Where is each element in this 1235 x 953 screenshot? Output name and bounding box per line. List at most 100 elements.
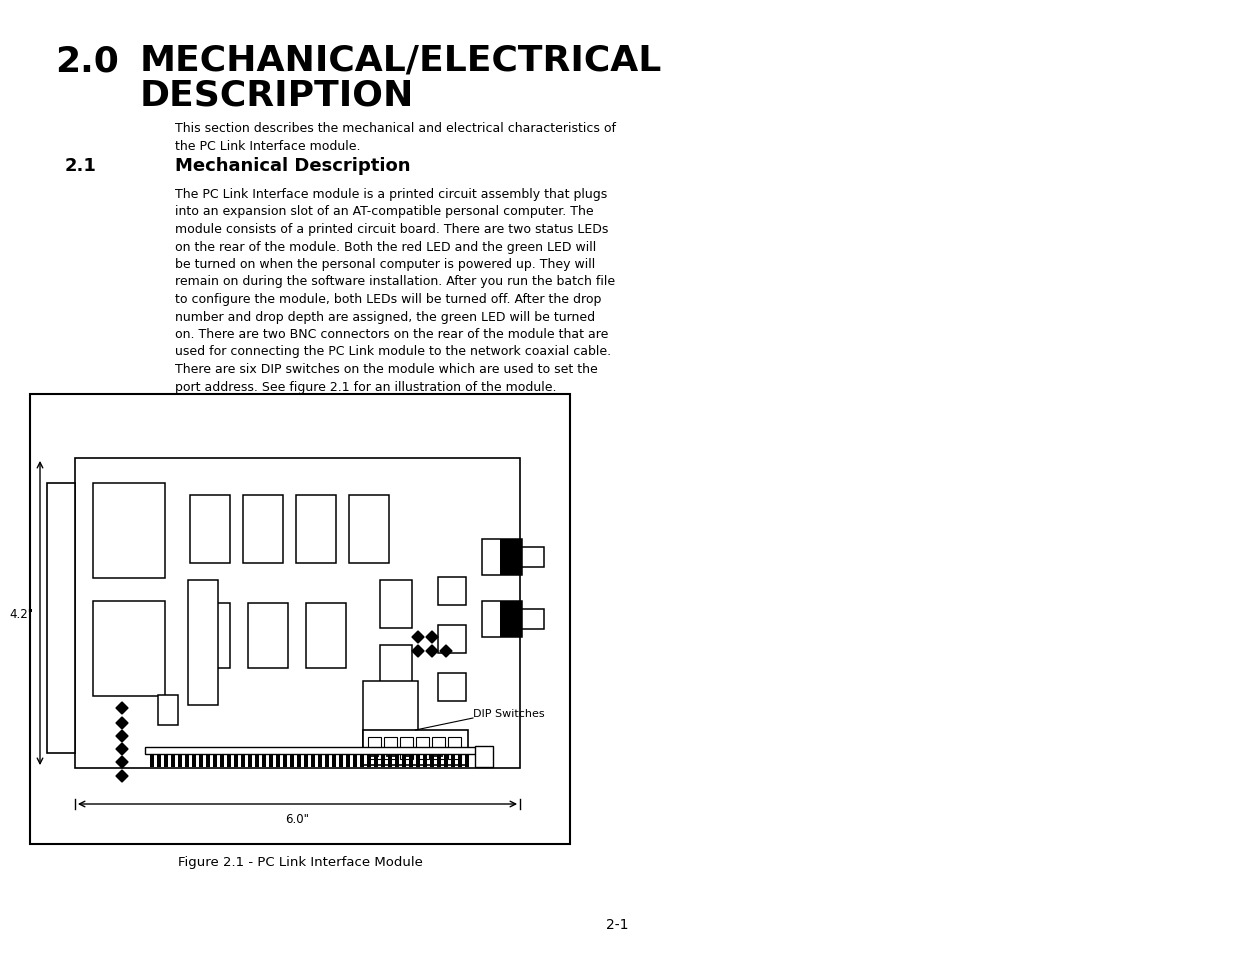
Polygon shape: [116, 757, 128, 768]
Bar: [437, 754, 441, 767]
Bar: [338, 754, 343, 767]
Bar: [416, 754, 420, 767]
Bar: [403, 754, 406, 767]
Bar: [241, 754, 245, 767]
Bar: [75, 458, 520, 768]
Polygon shape: [116, 770, 128, 782]
Bar: [403, 748, 411, 758]
Bar: [387, 748, 395, 758]
Bar: [400, 738, 412, 760]
Bar: [199, 754, 203, 767]
Bar: [363, 681, 417, 757]
Bar: [317, 754, 322, 767]
Bar: [296, 754, 301, 767]
Bar: [262, 754, 266, 767]
Bar: [254, 754, 259, 767]
Bar: [185, 754, 189, 767]
Bar: [363, 730, 468, 765]
Bar: [243, 496, 283, 563]
Bar: [304, 754, 308, 767]
Bar: [433, 748, 443, 758]
Text: Mechanical Description: Mechanical Description: [175, 157, 410, 174]
Bar: [188, 580, 219, 705]
Bar: [30, 395, 571, 844]
Bar: [382, 754, 385, 767]
Bar: [350, 496, 389, 563]
Bar: [482, 601, 522, 638]
Bar: [233, 754, 238, 767]
Bar: [190, 496, 230, 563]
Bar: [158, 696, 178, 725]
Polygon shape: [116, 702, 128, 714]
Bar: [346, 754, 350, 767]
Bar: [359, 754, 364, 767]
Bar: [475, 746, 493, 767]
Bar: [482, 539, 522, 576]
Bar: [522, 609, 543, 629]
Bar: [164, 754, 168, 767]
Bar: [311, 754, 315, 767]
Bar: [445, 754, 448, 767]
Bar: [220, 754, 224, 767]
Bar: [248, 754, 252, 767]
Text: 6.0": 6.0": [285, 812, 310, 825]
Bar: [325, 754, 329, 767]
Text: DIP Switches: DIP Switches: [473, 708, 545, 719]
Bar: [157, 754, 161, 767]
Bar: [290, 754, 294, 767]
Text: MECHANICAL/ELECTRICAL: MECHANICAL/ELECTRICAL: [140, 44, 662, 78]
Bar: [380, 708, 412, 757]
Polygon shape: [412, 645, 424, 658]
Bar: [178, 754, 182, 767]
Bar: [409, 754, 412, 767]
Bar: [47, 483, 75, 753]
Text: Figure 2.1 - PC Link Interface Module: Figure 2.1 - PC Link Interface Module: [178, 855, 422, 868]
Bar: [522, 547, 543, 567]
Bar: [332, 754, 336, 767]
Bar: [424, 754, 427, 767]
Bar: [367, 754, 370, 767]
Bar: [384, 738, 396, 760]
Bar: [388, 754, 391, 767]
Bar: [395, 754, 399, 767]
Bar: [370, 748, 379, 758]
Polygon shape: [426, 645, 438, 658]
Bar: [170, 754, 175, 767]
Text: 2.1: 2.1: [65, 157, 96, 174]
Bar: [466, 754, 469, 767]
Bar: [93, 601, 165, 697]
Bar: [438, 578, 466, 605]
Polygon shape: [412, 631, 424, 643]
Text: The PC Link Interface module is a printed circuit assembly that plugs
into an ex: The PC Link Interface module is a printe…: [175, 188, 615, 393]
Bar: [206, 754, 210, 767]
Bar: [451, 754, 454, 767]
Text: DESCRIPTION: DESCRIPTION: [140, 79, 415, 112]
Bar: [144, 747, 480, 754]
Bar: [283, 754, 287, 767]
Bar: [380, 580, 412, 628]
Bar: [306, 603, 346, 668]
Bar: [269, 754, 273, 767]
Polygon shape: [116, 718, 128, 729]
Bar: [191, 754, 196, 767]
Polygon shape: [116, 730, 128, 742]
Bar: [416, 738, 429, 760]
Polygon shape: [440, 645, 452, 658]
Bar: [149, 754, 154, 767]
Bar: [296, 496, 336, 563]
Bar: [368, 738, 382, 760]
Bar: [374, 754, 378, 767]
Bar: [500, 601, 522, 638]
Bar: [212, 754, 217, 767]
Bar: [353, 754, 357, 767]
Bar: [432, 738, 445, 760]
Text: 2-1: 2-1: [605, 917, 629, 931]
Text: This section describes the mechanical and electrical characteristics of
the PC L: This section describes the mechanical an…: [175, 122, 616, 152]
Bar: [458, 754, 462, 767]
Bar: [190, 603, 230, 668]
Polygon shape: [116, 743, 128, 755]
Bar: [380, 645, 412, 693]
Bar: [430, 754, 433, 767]
Bar: [275, 754, 280, 767]
Bar: [93, 483, 165, 578]
